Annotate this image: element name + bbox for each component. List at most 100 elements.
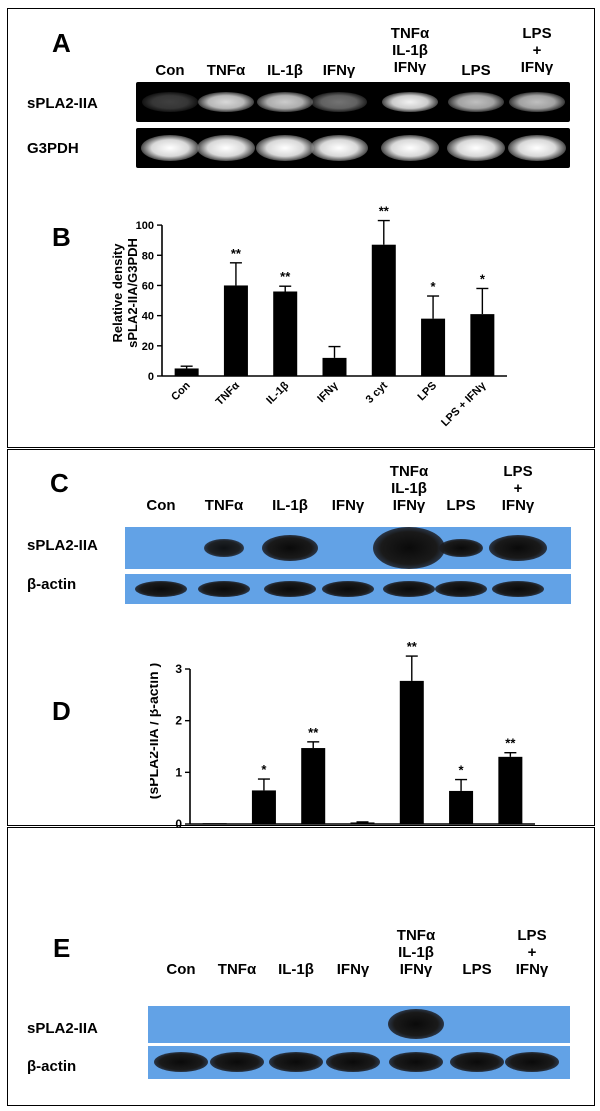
band	[492, 581, 544, 597]
y-tick-label: 3	[175, 662, 182, 676]
x-tick-label: Con	[169, 379, 193, 403]
bar	[498, 756, 523, 824]
lane-label: IFNγ	[336, 961, 370, 978]
band	[310, 135, 368, 161]
band	[198, 581, 250, 597]
y-axis-label: Relative density	[110, 243, 125, 343]
lane-label: LPS	[462, 961, 492, 978]
bar	[223, 285, 248, 376]
y-tick-label: 1	[175, 765, 182, 779]
y-tick-label: 2	[175, 714, 182, 728]
lane-label: IFNγ	[331, 497, 365, 514]
bar	[202, 823, 227, 824]
lane-label: TNFα	[217, 961, 257, 978]
blot-actin-c	[125, 574, 571, 604]
bar	[251, 790, 276, 824]
band	[383, 581, 435, 597]
lane-label: TNFα	[204, 497, 244, 514]
bar	[399, 680, 424, 824]
band	[373, 527, 445, 569]
row-label-spla2-a: sPLA2-IIA	[27, 95, 98, 112]
lane-label: IL-1β	[278, 961, 314, 978]
blot-spla2-e	[148, 1006, 570, 1043]
significance-mark: **	[407, 639, 418, 654]
band	[435, 581, 487, 597]
band	[508, 135, 566, 161]
y-tick-label: 20	[142, 341, 154, 353]
y-tick-label: 60	[142, 280, 154, 292]
band	[489, 535, 547, 561]
blot-actin-e	[148, 1046, 570, 1079]
lane-label: IL-1β	[272, 497, 308, 514]
row-label-actin-e: β-actin	[27, 1058, 77, 1075]
bar	[174, 368, 199, 376]
significance-mark: *	[431, 279, 437, 294]
lane-label: LPS	[446, 497, 476, 514]
x-tick-label: IL-1β	[264, 379, 291, 406]
lane-label: TNFα IL-1β IFNγ	[390, 25, 430, 76]
x-tick-label: 3 cyt	[364, 379, 390, 405]
band	[505, 1052, 559, 1072]
y-tick-label: 80	[142, 250, 154, 262]
panel-label-e: E	[53, 933, 71, 963]
bar	[322, 357, 347, 376]
band	[447, 135, 505, 161]
band	[210, 1052, 264, 1072]
x-tick-label: TNFα	[214, 379, 243, 408]
significance-mark: **	[379, 204, 390, 219]
lane-label: TNFα IL-1β IFNγ	[396, 927, 436, 978]
bar	[273, 291, 298, 376]
lane-label: TNFα IL-1β IFNγ	[389, 463, 429, 514]
row-label-spla2-c: sPLA2-IIA	[27, 537, 98, 554]
band	[322, 581, 374, 597]
blot-spla2-c	[125, 527, 571, 569]
y-axis-label: (sPLA2-IIA / β-actin )	[150, 663, 161, 799]
gel-spla2-a	[136, 82, 570, 122]
band	[135, 581, 187, 597]
significance-mark: **	[308, 725, 319, 740]
panel-label-a: A	[52, 28, 71, 58]
bar	[470, 314, 495, 376]
y-axis-label: sPLA2-IIA/G3PDH	[125, 238, 140, 348]
figure-box-cd	[7, 449, 595, 826]
band	[257, 92, 313, 112]
figure-box-e	[7, 827, 595, 1106]
row-label-g3pdh: G3PDH	[27, 140, 79, 157]
bar	[421, 318, 446, 376]
band	[450, 1052, 504, 1072]
x-tick-label: LPS + IFNγ	[439, 379, 489, 429]
lane-label: LPS + IFNγ	[501, 463, 535, 514]
band	[389, 1052, 443, 1072]
band	[256, 135, 314, 161]
row-label-spla2-e: sPLA2-IIA	[27, 1020, 98, 1037]
lane-label: Con	[166, 961, 196, 978]
band	[382, 92, 438, 112]
band	[388, 1009, 444, 1039]
row-label-actin-c: β-actin	[27, 576, 77, 593]
band	[264, 581, 316, 597]
figure-box-ab	[7, 8, 595, 448]
lane-label: Con	[146, 497, 176, 514]
panel-label-d: D	[52, 696, 71, 726]
bar	[371, 244, 396, 376]
lane-label: LPS + IFNγ	[520, 25, 554, 76]
panel-label-c: C	[50, 468, 69, 498]
y-tick-label: 0	[148, 371, 154, 383]
x-tick-label: IFNγ	[315, 379, 341, 405]
band	[381, 135, 439, 161]
band	[269, 1052, 323, 1072]
lane-label: IL-1β	[267, 62, 303, 79]
band	[141, 135, 199, 161]
y-tick-label: 40	[142, 311, 154, 323]
significance-mark: *	[261, 762, 267, 777]
significance-mark: **	[280, 269, 291, 284]
panel-label-b: B	[52, 222, 71, 252]
significance-mark: *	[480, 271, 486, 286]
band	[204, 539, 244, 557]
lane-label: TNFα	[206, 62, 246, 79]
band	[448, 92, 504, 112]
lane-label: LPS + IFNγ	[515, 927, 549, 978]
band	[198, 92, 254, 112]
bar	[301, 748, 326, 824]
band	[439, 539, 483, 557]
